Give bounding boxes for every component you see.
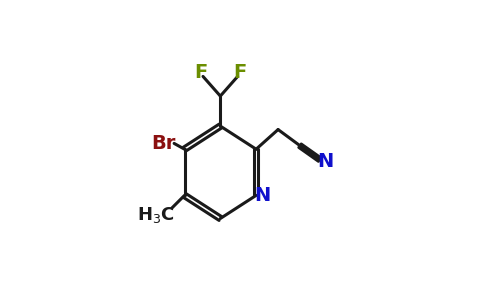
Text: F: F — [194, 63, 207, 82]
Text: N: N — [255, 186, 271, 205]
Text: Br: Br — [151, 134, 175, 153]
Text: N: N — [318, 152, 333, 171]
Text: H$_3$C: H$_3$C — [137, 205, 175, 225]
Text: F: F — [233, 63, 246, 82]
